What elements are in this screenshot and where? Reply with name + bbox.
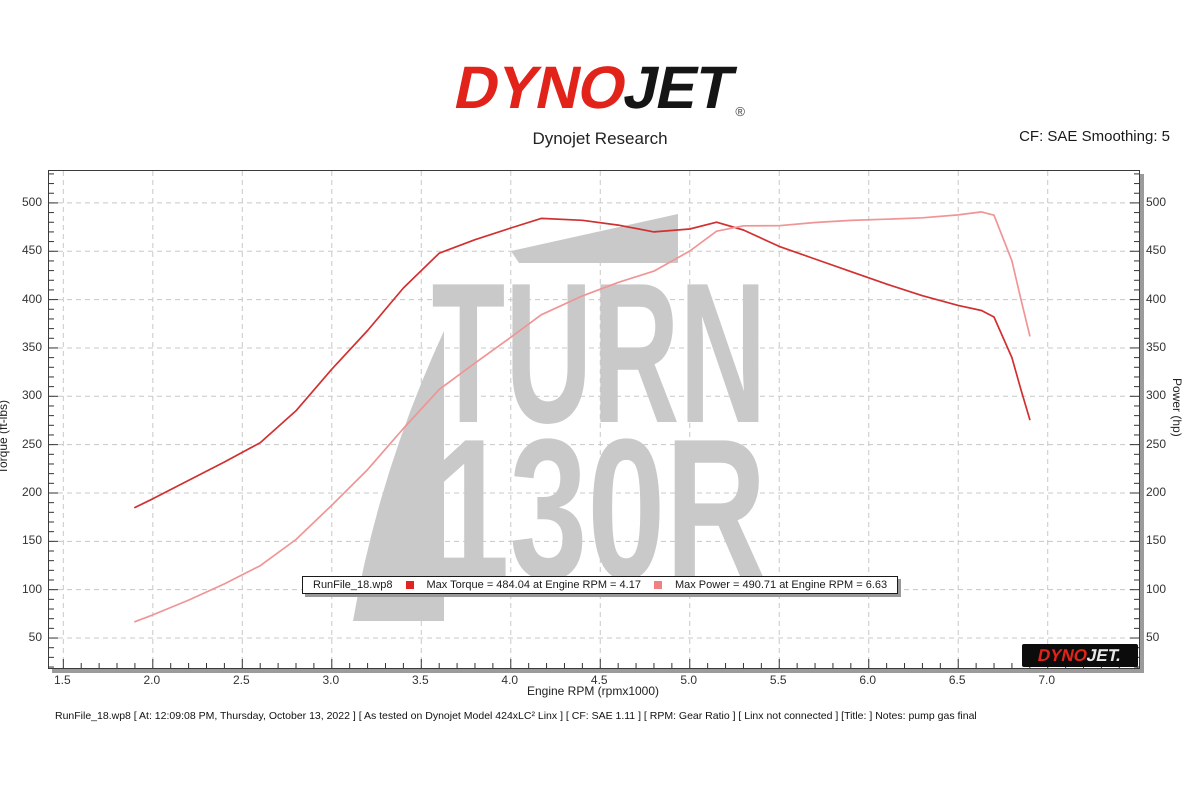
- axis-ticks: [49, 173, 1139, 668]
- y-tick-label-left: 350: [21, 339, 42, 354]
- y-tick-label-right: 250: [1146, 436, 1167, 451]
- x-tick-label: 4.0: [501, 673, 519, 687]
- y-tick-label-left: 200: [21, 484, 42, 499]
- y-tick-label-right: 500: [1146, 194, 1167, 209]
- x-tick-label: 5.5: [769, 673, 787, 687]
- logo-dyno-text: DYNO: [448, 54, 633, 121]
- x-tick-label: 1.5: [53, 673, 71, 687]
- y-tick-label-right: 300: [1146, 388, 1167, 403]
- power-swatch-icon: [653, 581, 662, 589]
- y-tick-label-right: 450: [1146, 243, 1167, 258]
- y-tick-label-left: 150: [21, 533, 42, 548]
- x-tick-label: 6.5: [948, 673, 966, 687]
- y-tick-label-left: 300: [21, 388, 42, 403]
- torque-swatch-icon: [405, 581, 414, 589]
- y-tick-label-left: 100: [21, 581, 42, 596]
- x-tick-label: 2.5: [232, 673, 250, 687]
- x-axis-title: Engine RPM (rpmx1000): [526, 684, 660, 698]
- y-tick-label-left: 500: [21, 194, 42, 209]
- y-axis-title-left: Torque (ft-lbs): [0, 399, 10, 474]
- y-tick-label-right: 100: [1146, 581, 1167, 596]
- x-tick-label: 5.0: [680, 673, 698, 687]
- torque-curve: [134, 217, 1031, 509]
- logo-subtitle: Dynojet Research: [532, 129, 668, 148]
- x-tick-label: 7.0: [1038, 673, 1056, 687]
- power-curve: [134, 211, 1031, 623]
- y-tick-label-right: 150: [1146, 533, 1167, 548]
- badge-dyno-text: DYNO: [1036, 646, 1090, 665]
- y-tick-label-left: 400: [21, 291, 42, 306]
- legend-max-power: Max Power = 490.71 at Engine RPM = 6.63: [674, 579, 888, 591]
- y-axis-title-right: Power (hp): [1170, 378, 1184, 437]
- legend-box: RunFile_18.wp8 Max Torque = 484.04 at En…: [302, 576, 899, 594]
- logo-jet-text: JET: [618, 54, 740, 121]
- dynojet-logo: DYNOJET®: [449, 54, 745, 121]
- y-tick-label-right: 200: [1146, 484, 1167, 499]
- dynojet-badge: DYNOJET.: [1022, 644, 1138, 667]
- y-tick-label-right: 350: [1146, 339, 1167, 354]
- y-tick-label-left: 450: [21, 243, 42, 258]
- chart-canvas: TURN 130R: [49, 171, 1139, 673]
- run-info-footer: RunFile_18.wp8 [ At: 12:09:08 PM, Thursd…: [55, 710, 977, 722]
- y-tick-label-right: 400: [1146, 291, 1167, 306]
- legend-max-torque: Max Torque = 484.04 at Engine RPM = 4.17: [426, 579, 641, 591]
- dynojet-badge-text: DYNOJET.: [1036, 646, 1124, 665]
- x-tick-label: 6.0: [859, 673, 877, 687]
- x-tick-label: 3.0: [322, 673, 340, 687]
- x-tick-label: 2.0: [143, 673, 161, 687]
- y-tick-label-right: 50: [1146, 630, 1160, 645]
- badge-jet-text: JET.: [1085, 646, 1124, 665]
- dynojet-logo-text: DYNOJET: [449, 54, 740, 121]
- x-tick-label: 3.5: [411, 673, 429, 687]
- registered-mark: ®: [735, 104, 745, 119]
- y-tick-label-left: 250: [21, 436, 42, 451]
- plot-area: TURN 130R RunFile_18.wp8 Max Torque = 484…: [48, 170, 1140, 669]
- y-tick-label-left: 50: [28, 630, 42, 645]
- x-tick-label: 4.5: [590, 673, 608, 687]
- legend-file-label: RunFile_18.wp8: [313, 579, 393, 591]
- cf-smoothing-label: CF: SAE Smoothing: 5: [1019, 128, 1170, 145]
